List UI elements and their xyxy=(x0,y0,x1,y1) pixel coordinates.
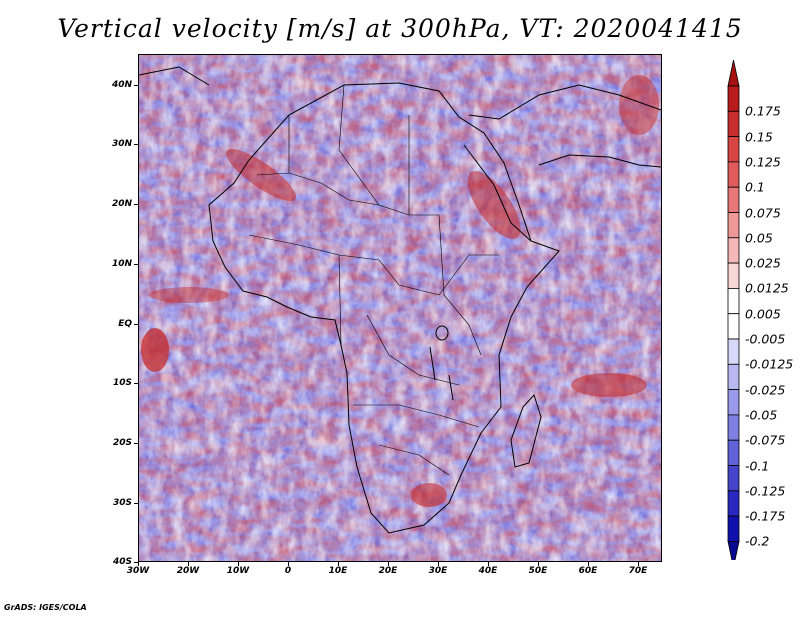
lon-tick xyxy=(238,562,239,566)
lon-label-50e: 50E xyxy=(528,566,548,576)
colorbar-label: -0.2 xyxy=(745,533,770,549)
lon-label-30w: 30W xyxy=(126,566,150,576)
lat-tick xyxy=(134,324,138,325)
colorbar-label: -0.075 xyxy=(745,432,786,448)
colorbar-segment xyxy=(727,414,740,441)
colorbar-segment xyxy=(727,262,740,289)
colorbar-segment xyxy=(727,490,740,517)
lon-tick xyxy=(338,562,339,566)
colorbar-bottom-arrow xyxy=(727,540,740,560)
colorbar-segment xyxy=(727,439,740,466)
colorbar-label: 0.005 xyxy=(745,306,781,322)
lat-label-10s: 10S xyxy=(112,378,132,388)
lat-label-10n: 10N xyxy=(111,259,132,269)
lat-label-30n: 30N xyxy=(111,139,132,149)
software-credit: GrADS: IGES/COLA xyxy=(4,603,87,612)
colorbar-segment xyxy=(727,363,740,390)
colorbar-segment xyxy=(727,338,740,365)
lat-label-40s: 40S xyxy=(112,557,132,567)
lat-label-40n: 40N xyxy=(111,80,132,90)
lon-label-20w: 20W xyxy=(176,566,200,576)
colorbar-label: -0.1 xyxy=(745,458,770,473)
lon-label-20e: 20E xyxy=(378,566,398,576)
lat-tick xyxy=(134,204,138,205)
neutral-texture xyxy=(139,55,661,561)
lon-tick xyxy=(288,562,289,566)
lon-label-60e: 60E xyxy=(578,566,598,576)
lon-tick xyxy=(638,562,639,566)
colorbar-label: 0.05 xyxy=(745,230,773,246)
lat-tick xyxy=(134,562,138,563)
lon-tick xyxy=(538,562,539,566)
lat-tick xyxy=(134,264,138,265)
colorbar-segment xyxy=(727,237,740,264)
colorbar-label: 0.175 xyxy=(745,103,781,119)
colorbar-segment xyxy=(727,186,740,213)
velocity-field-map xyxy=(139,55,661,561)
lat-tick xyxy=(134,144,138,145)
lakes xyxy=(429,325,454,401)
lon-label-10w: 10W xyxy=(226,566,250,576)
colorbar-segment xyxy=(727,287,740,315)
colorbar-label: 0.1 xyxy=(745,179,765,195)
colorbar-label: 0.025 xyxy=(745,255,781,271)
lon-tick xyxy=(438,562,439,566)
lat-label-30s: 30S xyxy=(112,498,132,508)
colorbar xyxy=(727,60,740,560)
colorbar-label: -0.005 xyxy=(745,331,786,347)
colorbar-segment xyxy=(727,136,740,163)
colorbar-segment xyxy=(727,85,740,112)
coastlines xyxy=(139,66,661,534)
colorbar-label: 0.075 xyxy=(745,205,781,220)
lat-label-20n: 20N xyxy=(111,199,132,209)
lon-tick xyxy=(488,562,489,566)
lat-tick xyxy=(134,85,138,86)
colorbar-segment xyxy=(727,465,740,492)
colorbar-label: -0.125 xyxy=(745,483,786,499)
lat-tick xyxy=(134,443,138,444)
country-borders xyxy=(248,84,499,476)
lat-label-20s: 20S xyxy=(112,438,132,448)
lat-label-eq: EQ xyxy=(118,319,132,329)
colorbar-segment xyxy=(727,110,740,137)
lat-tick xyxy=(134,383,138,384)
colorbar-label: -0.025 xyxy=(745,382,786,398)
colorbar-segment xyxy=(727,212,740,239)
map-panel[interactable] xyxy=(138,54,662,562)
lon-label-40e: 40E xyxy=(478,566,498,576)
chart-title: Vertical velocity [m/s] at 300hPa, VT: 2… xyxy=(57,14,743,43)
colorbar-segment xyxy=(727,515,740,542)
colorbar-label: 0.15 xyxy=(745,129,773,145)
ascent-hotspots xyxy=(141,75,659,507)
colorbar-label: 0.125 xyxy=(745,154,781,170)
colorbar-label: -0.05 xyxy=(745,407,778,423)
lon-label-70e: 70E xyxy=(628,566,648,576)
lon-tick xyxy=(588,562,589,566)
colorbar-segment xyxy=(727,389,740,416)
colorbar-top-arrow xyxy=(727,60,740,87)
colorbar-segment xyxy=(727,161,740,188)
lon-tick xyxy=(388,562,389,566)
colorbar-segment xyxy=(727,313,740,340)
colorbar-label: -0.175 xyxy=(745,508,786,524)
lon-label-10e: 10E xyxy=(328,566,348,576)
lon-label-0: 0 xyxy=(284,566,292,576)
colorbar-label: -0.0125 xyxy=(745,356,794,372)
lon-tick xyxy=(138,562,139,566)
colorbar-label: 0.0125 xyxy=(745,280,789,296)
lon-label-30e: 30E xyxy=(428,566,448,576)
lat-tick xyxy=(134,503,138,504)
lon-tick xyxy=(188,562,189,566)
